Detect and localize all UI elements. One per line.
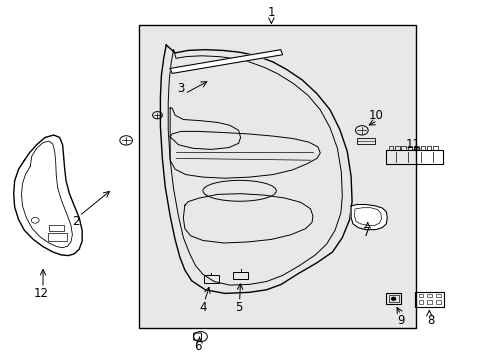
Bar (49, 225, 63, 231)
Bar (413, 146, 418, 150)
Bar (418, 294, 423, 297)
Polygon shape (170, 50, 282, 73)
Bar (435, 300, 440, 304)
Text: 9: 9 (396, 314, 404, 327)
Bar (386, 293, 400, 304)
Bar (435, 294, 440, 297)
Bar (388, 295, 398, 302)
Bar (414, 292, 443, 307)
Circle shape (391, 297, 395, 300)
Bar (386, 150, 442, 164)
Bar (432, 146, 437, 150)
Bar (420, 146, 424, 150)
Text: 11: 11 (405, 138, 420, 150)
Polygon shape (14, 135, 82, 256)
Text: 2: 2 (72, 215, 80, 228)
Bar (48, 233, 66, 241)
Text: 7: 7 (362, 226, 370, 239)
Bar (418, 300, 423, 304)
Bar (139, 25, 415, 328)
Text: 5: 5 (234, 301, 242, 314)
Bar (426, 146, 430, 150)
Bar (356, 138, 374, 144)
Bar (407, 146, 411, 150)
Bar (394, 146, 399, 150)
Text: 1: 1 (267, 6, 275, 19)
Text: 4: 4 (199, 301, 206, 314)
Bar (233, 272, 247, 279)
Bar (203, 275, 218, 283)
Text: 8: 8 (427, 314, 434, 327)
Bar (427, 300, 431, 304)
Text: 12: 12 (34, 287, 49, 300)
Bar (388, 146, 392, 150)
Bar (401, 146, 405, 150)
Text: 10: 10 (368, 109, 383, 122)
Bar (427, 294, 431, 297)
Polygon shape (350, 204, 386, 230)
Text: 3: 3 (177, 82, 184, 95)
Text: 6: 6 (194, 340, 202, 353)
